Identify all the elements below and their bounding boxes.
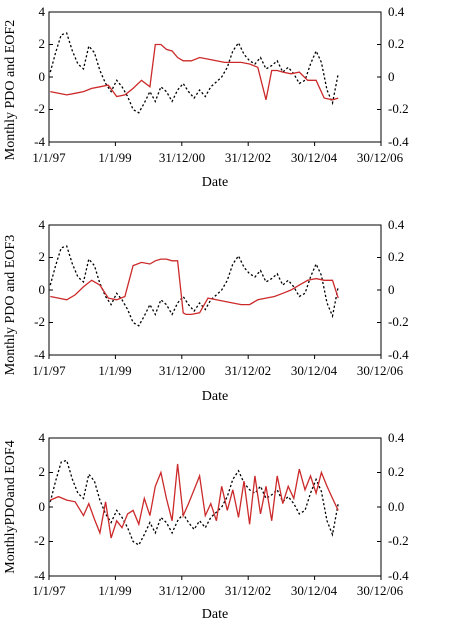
- y2-tick-label: 0.0: [388, 499, 404, 514]
- series-eof2: [50, 43, 339, 101]
- y2-tick-label: -0.4: [388, 134, 409, 149]
- plot-area: [48, 437, 382, 580]
- pdo-series-line: [49, 245, 339, 327]
- y-axis-title: Monthly PDO and EOF2: [3, 20, 18, 160]
- x-tick-label: 31/12/00: [159, 363, 205, 378]
- x-tick-label: 1/1/99: [98, 583, 131, 598]
- y2-tick-label: 0.2: [388, 464, 404, 479]
- x-tick-label: 1/1/97: [32, 150, 66, 165]
- chart-pdo-eof3: 4 2 0 -2 -4 0.4 0.2 0 -0.2 -0.4 1/1/97 1…: [3, 217, 409, 404]
- y-tick-label: 0: [39, 282, 46, 297]
- chart-pdo-eof4: 4 2 0 -2 -4 0.4 0.2 0.0 -0.2 -0.4 1/1/97…: [3, 430, 409, 622]
- y2-tick-label: -0.2: [388, 314, 409, 329]
- y-tick-label: -2: [34, 533, 45, 548]
- y2-tick-label: -0.2: [388, 101, 409, 116]
- x-tick-label: 1/1/97: [32, 363, 66, 378]
- x-tick-label: 30/12/04: [291, 363, 338, 378]
- series-pdo: [49, 459, 339, 546]
- tick-marks: [48, 224, 382, 359]
- eof-series-line: [50, 258, 339, 316]
- plot-frame: [48, 11, 382, 143]
- pdo-series-line: [49, 32, 339, 114]
- x-axis-title: Date: [202, 175, 228, 190]
- y-tick-label: 0: [39, 499, 46, 514]
- y2-tick-label: 0.2: [388, 36, 404, 51]
- y2-tick-label: 0: [388, 282, 395, 297]
- y-axis-title: Monthly PDO and EOF3: [3, 235, 18, 375]
- plot-area: [48, 224, 382, 359]
- y2-tick-label: 0: [388, 69, 395, 84]
- x-tick-label: 30/12/04: [291, 150, 338, 165]
- y-tick-labels-right: 0.4 0.2 0.0 -0.2 -0.4: [388, 430, 409, 583]
- y2-tick-label: 0.4: [388, 4, 405, 19]
- y-tick-label: 4: [39, 217, 46, 232]
- x-tick-label: 31/12/00: [159, 150, 205, 165]
- eof-series-line: [50, 43, 339, 101]
- eof-series-line: [50, 463, 339, 539]
- plot-frame: [48, 224, 382, 356]
- x-tick-label: 31/12/02: [225, 583, 271, 598]
- x-tick-label: 1/1/99: [98, 363, 131, 378]
- tick-marks: [48, 437, 382, 580]
- chart-pdo-eof2: 4 2 0 -2 -4 0.4 0.2 0 -0.2 -0.4 1/1/97 1…: [3, 4, 409, 190]
- y2-tick-label: -0.2: [388, 533, 409, 548]
- x-tick-labels: 1/1/97 1/1/99 31/12/00 31/12/02 30/12/04…: [32, 583, 403, 598]
- y-tick-labels-left: 4 2 0 -2 -4: [34, 430, 45, 583]
- x-tick-label: 30/12/06: [357, 150, 404, 165]
- y2-tick-label: -0.4: [388, 347, 409, 362]
- x-tick-labels: 1/1/97 1/1/99 31/12/00 31/12/02 30/12/04…: [32, 363, 403, 378]
- x-axis-title: Date: [202, 389, 228, 404]
- y-tick-label: 2: [39, 464, 46, 479]
- y2-tick-label: -0.4: [388, 568, 409, 583]
- y2-tick-label: 0.4: [388, 430, 405, 445]
- y-tick-labels-right: 0.4 0.2 0 -0.2 -0.4: [388, 217, 409, 362]
- y-tick-label: 2: [39, 249, 46, 264]
- y-tick-label: -2: [34, 314, 45, 329]
- pdo-series-line: [49, 459, 339, 546]
- y-tick-label: -4: [34, 568, 45, 583]
- y-axis-title: MonthlyPDOand EOF4: [3, 440, 18, 573]
- x-tick-label: 31/12/02: [225, 150, 271, 165]
- x-tick-label: 31/12/02: [225, 363, 271, 378]
- series-eof3: [50, 258, 339, 316]
- tick-marks: [48, 11, 382, 146]
- y-tick-label: 0: [39, 69, 46, 84]
- y2-tick-label: 0.2: [388, 249, 404, 264]
- series-pdo: [49, 32, 339, 114]
- y-tick-labels-right: 0.4 0.2 0 -0.2 -0.4: [388, 4, 409, 149]
- y2-tick-label: 0.4: [388, 217, 405, 232]
- y-tick-label: -4: [34, 134, 45, 149]
- y-tick-labels-left: 4 2 0 -2 -4: [34, 217, 45, 362]
- x-tick-label: 30/12/06: [357, 363, 404, 378]
- plot-frame: [48, 437, 382, 577]
- y-tick-labels-left: 4 2 0 -2 -4: [34, 4, 45, 149]
- x-tick-label: 30/12/06: [357, 583, 404, 598]
- series-eof4: [50, 463, 339, 539]
- x-tick-labels: 1/1/97 1/1/99 31/12/00 31/12/02 30/12/04…: [32, 150, 403, 165]
- y-tick-label: 4: [39, 430, 46, 445]
- x-tick-label: 1/1/99: [98, 150, 131, 165]
- plot-area: [48, 11, 382, 146]
- y-tick-label: 2: [39, 36, 46, 51]
- x-tick-label: 30/12/04: [291, 583, 338, 598]
- y-tick-label: -2: [34, 101, 45, 116]
- series-pdo: [49, 245, 339, 327]
- y-tick-label: 4: [39, 4, 46, 19]
- x-tick-label: 31/12/00: [159, 583, 205, 598]
- x-tick-label: 1/1/97: [32, 583, 66, 598]
- x-axis-title: Date: [202, 607, 228, 622]
- y-tick-label: -4: [34, 347, 45, 362]
